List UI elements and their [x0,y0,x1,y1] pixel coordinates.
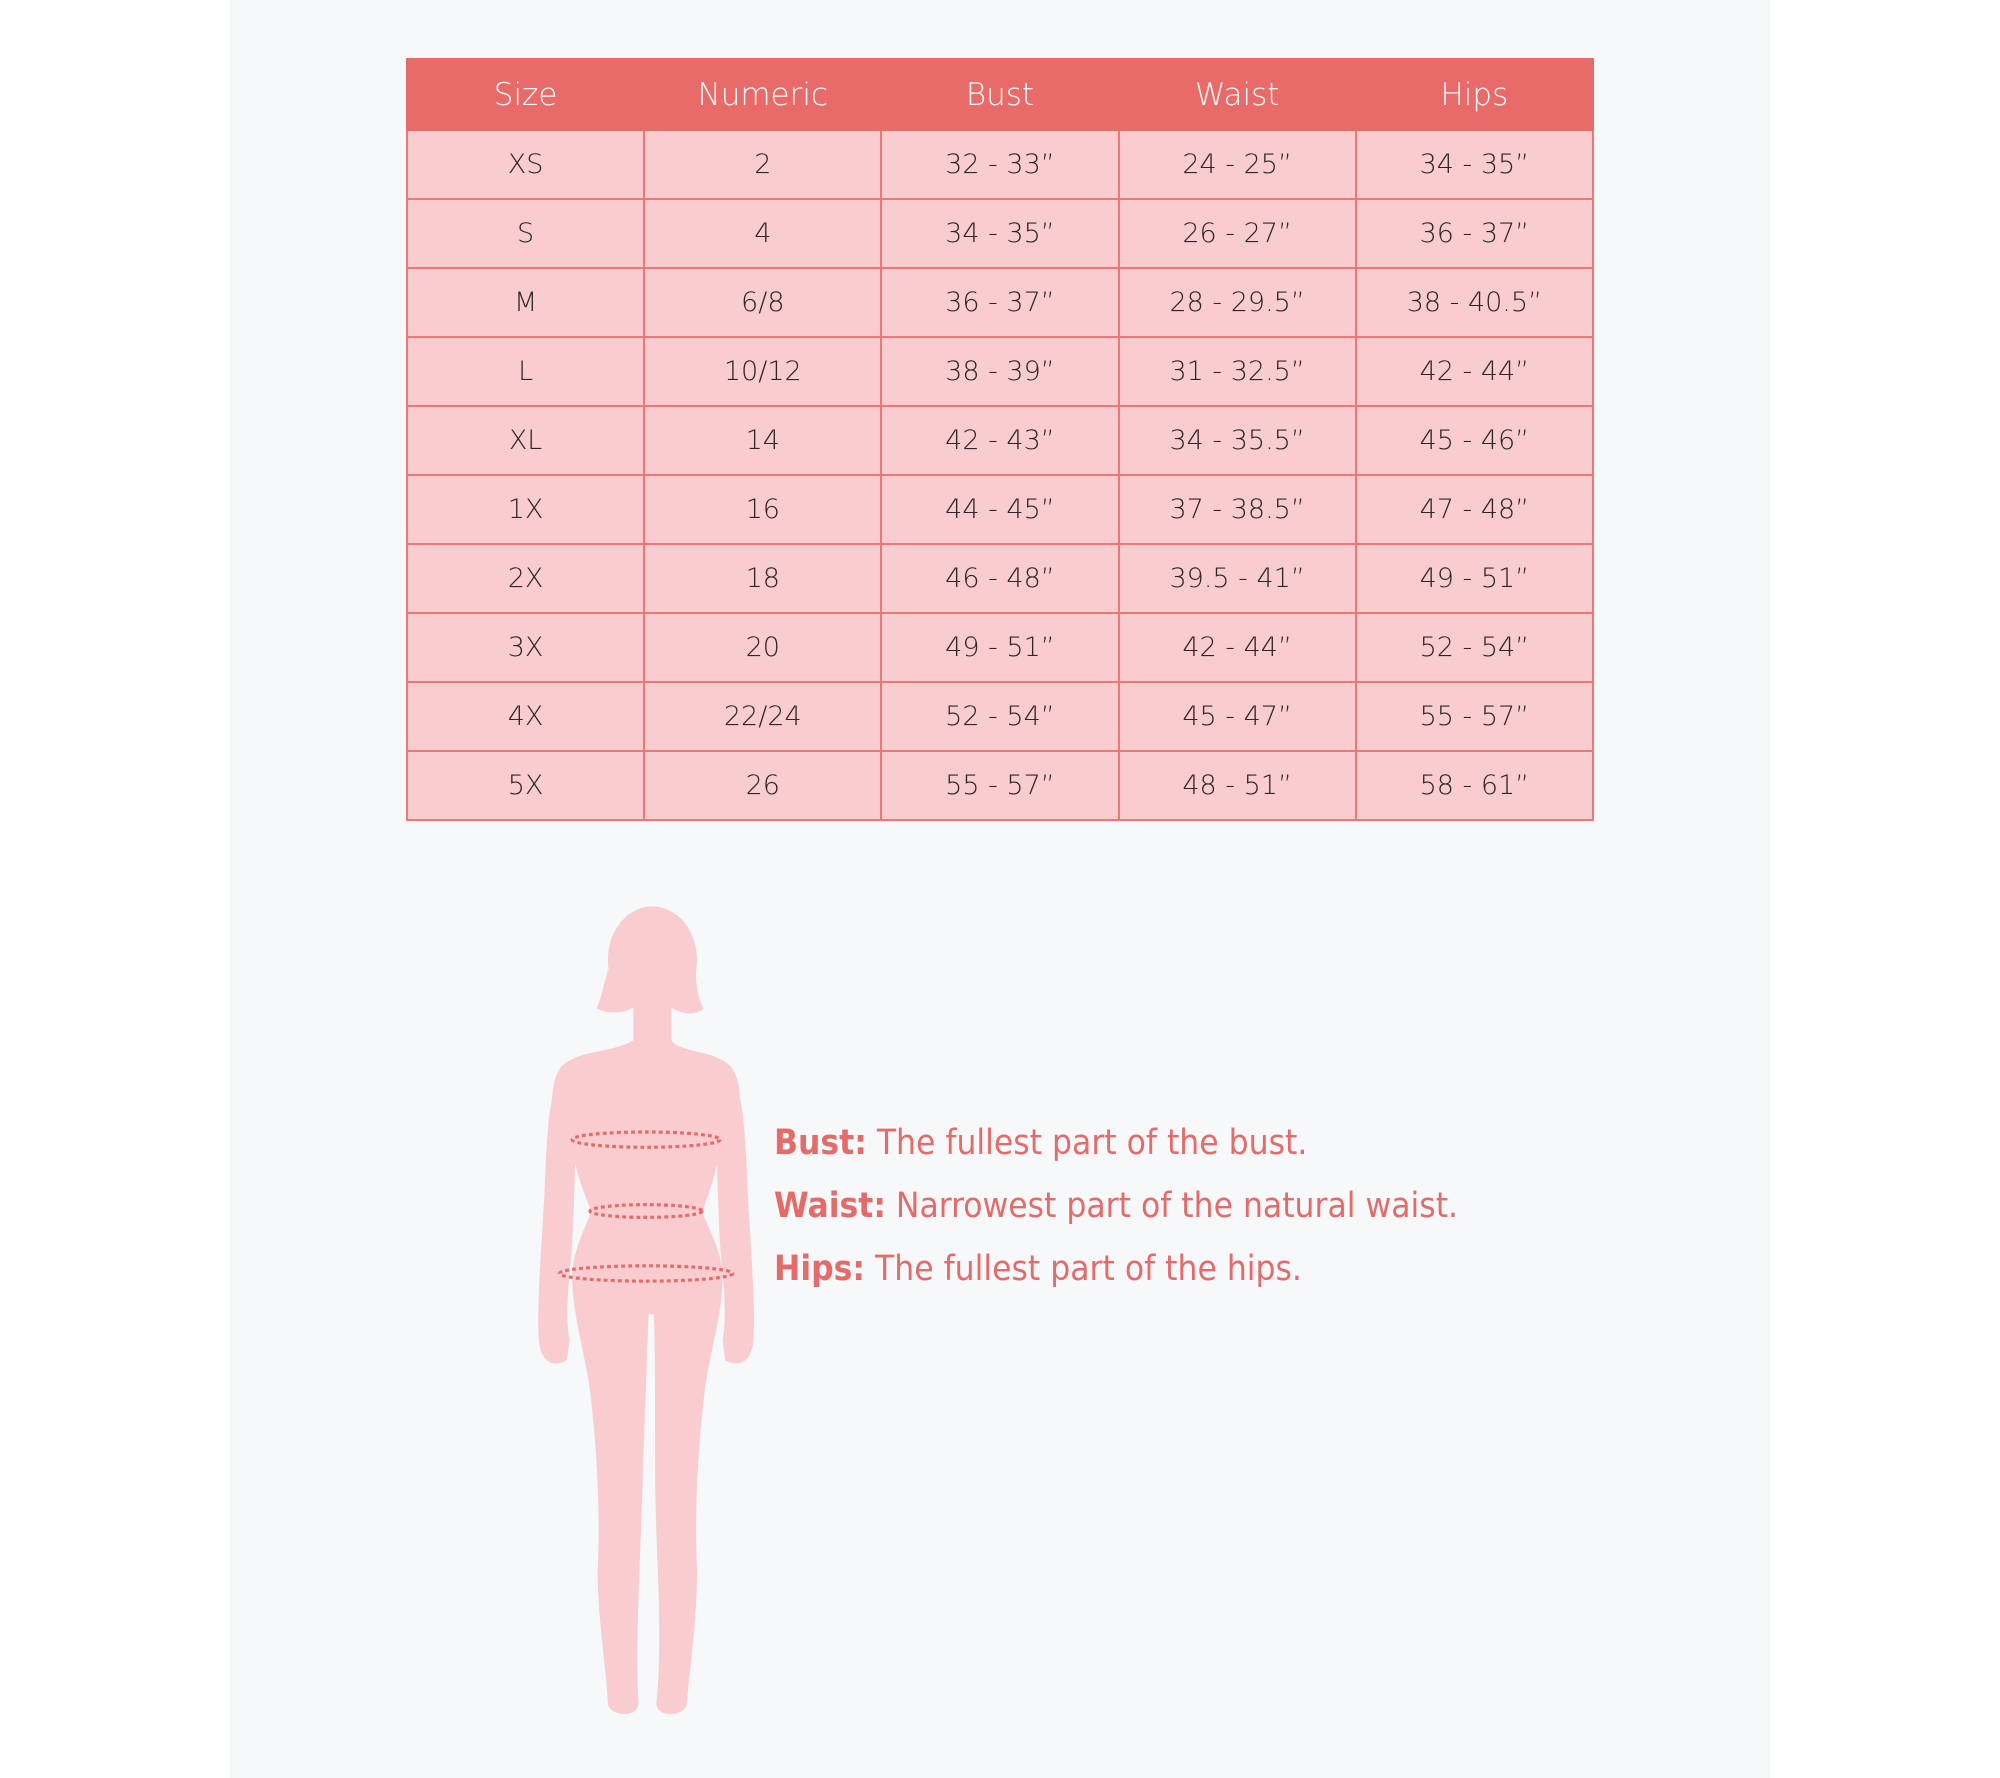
cell-bust: 52 - 54” [880,681,1120,752]
cell-numeric: 18 [643,543,883,614]
column-header-waist: Waist [1117,58,1357,131]
cell-bust: 46 - 48” [880,543,1120,614]
cell-hips: 38 - 40.5” [1354,267,1595,338]
cell-numeric: 6/8 [643,267,883,338]
cell-waist: 37 - 38.5” [1117,474,1357,545]
cell-hips: 45 - 46” [1354,405,1595,476]
cell-numeric: 14 [643,405,883,476]
note-hips: Hips: The fullest part of the hips. [774,1238,1458,1301]
cell-bust: 32 - 33” [880,129,1120,200]
cell-size: M [405,267,646,338]
cell-hips: 34 - 35” [1354,129,1595,200]
note-label: Waist: [774,1186,886,1226]
note-label: Bust: [774,1123,867,1163]
cell-bust: 36 - 37” [880,267,1120,338]
cell-size: 2X [405,543,646,614]
table-row: 5X 26 55 - 57” 48 - 51” 58 - 61” [405,750,1595,821]
cell-numeric: 10/12 [643,336,883,407]
cell-waist: 42 - 44” [1117,612,1357,683]
cell-size: 1X [405,474,646,545]
cell-hips: 36 - 37” [1354,198,1595,269]
cell-bust: 55 - 57” [880,750,1120,821]
table-row: 3X 20 49 - 51” 42 - 44” 52 - 54” [405,612,1595,683]
cell-waist: 34 - 35.5” [1117,405,1357,476]
table-row: XL 14 42 - 43” 34 - 35.5” 45 - 46” [405,405,1595,476]
cell-numeric: 22/24 [643,681,883,752]
cell-waist: 24 - 25” [1117,129,1357,200]
cell-waist: 39.5 - 41” [1117,543,1357,614]
cell-waist: 48 - 51” [1117,750,1357,821]
cell-hips: 47 - 48” [1354,474,1595,545]
cell-size: L [405,336,646,407]
cell-numeric: 2 [643,129,883,200]
column-header-size: Size [405,58,646,131]
cell-size: XS [405,129,646,200]
cell-waist: 45 - 47” [1117,681,1357,752]
cell-waist: 26 - 27” [1117,198,1357,269]
cell-size: 3X [405,612,646,683]
table-row: M 6/8 36 - 37” 28 - 29.5” 38 - 40.5” [405,267,1595,338]
table-row: 4X 22/24 52 - 54” 45 - 47” 55 - 57” [405,681,1595,752]
cell-bust: 42 - 43” [880,405,1120,476]
bust-measure-line [570,1130,722,1149]
hips-measure-line [557,1264,735,1283]
cell-size: XL [405,405,646,476]
table-row: XS 2 32 - 33” 24 - 25” 34 - 35” [405,129,1595,200]
cell-bust: 44 - 45” [880,474,1120,545]
table-header-row: Size Numeric Bust Waist Hips [405,58,1595,131]
table-row: 2X 18 46 - 48” 39.5 - 41” 49 - 51” [405,543,1595,614]
woman-silhouette-icon [538,906,754,1715]
cell-hips: 52 - 54” [1354,612,1595,683]
cell-hips: 55 - 57” [1354,681,1595,752]
column-header-bust: Bust [880,58,1120,131]
size-chart-table: Size Numeric Bust Waist Hips XS 2 32 - 33” 24 -… [405,58,1595,821]
cell-size: 4X [405,681,646,752]
cell-waist: 28 - 29.5” [1117,267,1357,338]
cell-hips: 58 - 61” [1354,750,1595,821]
measurement-notes: Bust: The fullest part of the bust. Wais… [774,1112,1458,1301]
waist-measure-line [588,1203,704,1219]
note-text: The fullest part of the hips. [865,1249,1302,1289]
table-row: S 4 34 - 35” 26 - 27” 36 - 37” [405,198,1595,269]
cell-numeric: 20 [643,612,883,683]
cell-bust: 34 - 35” [880,198,1120,269]
cell-numeric: 4 [643,198,883,269]
cell-hips: 42 - 44” [1354,336,1595,407]
cell-numeric: 16 [643,474,883,545]
table-row: L 10/12 38 - 39” 31 - 32.5” 42 - 44” [405,336,1595,407]
cell-hips: 49 - 51” [1354,543,1595,614]
note-text: Narrowest part of the natural waist. [885,1186,1459,1226]
cell-numeric: 26 [643,750,883,821]
note-label: Hips: [774,1249,866,1289]
cell-bust: 49 - 51” [880,612,1120,683]
cell-size: S [405,198,646,269]
note-text: The fullest part of the bust. [866,1123,1308,1163]
cell-size: 5X [405,750,646,821]
cell-bust: 38 - 39” [880,336,1120,407]
cell-waist: 31 - 32.5” [1117,336,1357,407]
table-row: 1X 16 44 - 45” 37 - 38.5” 47 - 48” [405,474,1595,545]
column-header-hips: Hips [1354,58,1595,131]
note-bust: Bust: The fullest part of the bust. [774,1112,1458,1175]
note-waist: Waist: Narrowest part of the natural wai… [774,1175,1458,1238]
column-header-numeric: Numeric [643,58,883,131]
